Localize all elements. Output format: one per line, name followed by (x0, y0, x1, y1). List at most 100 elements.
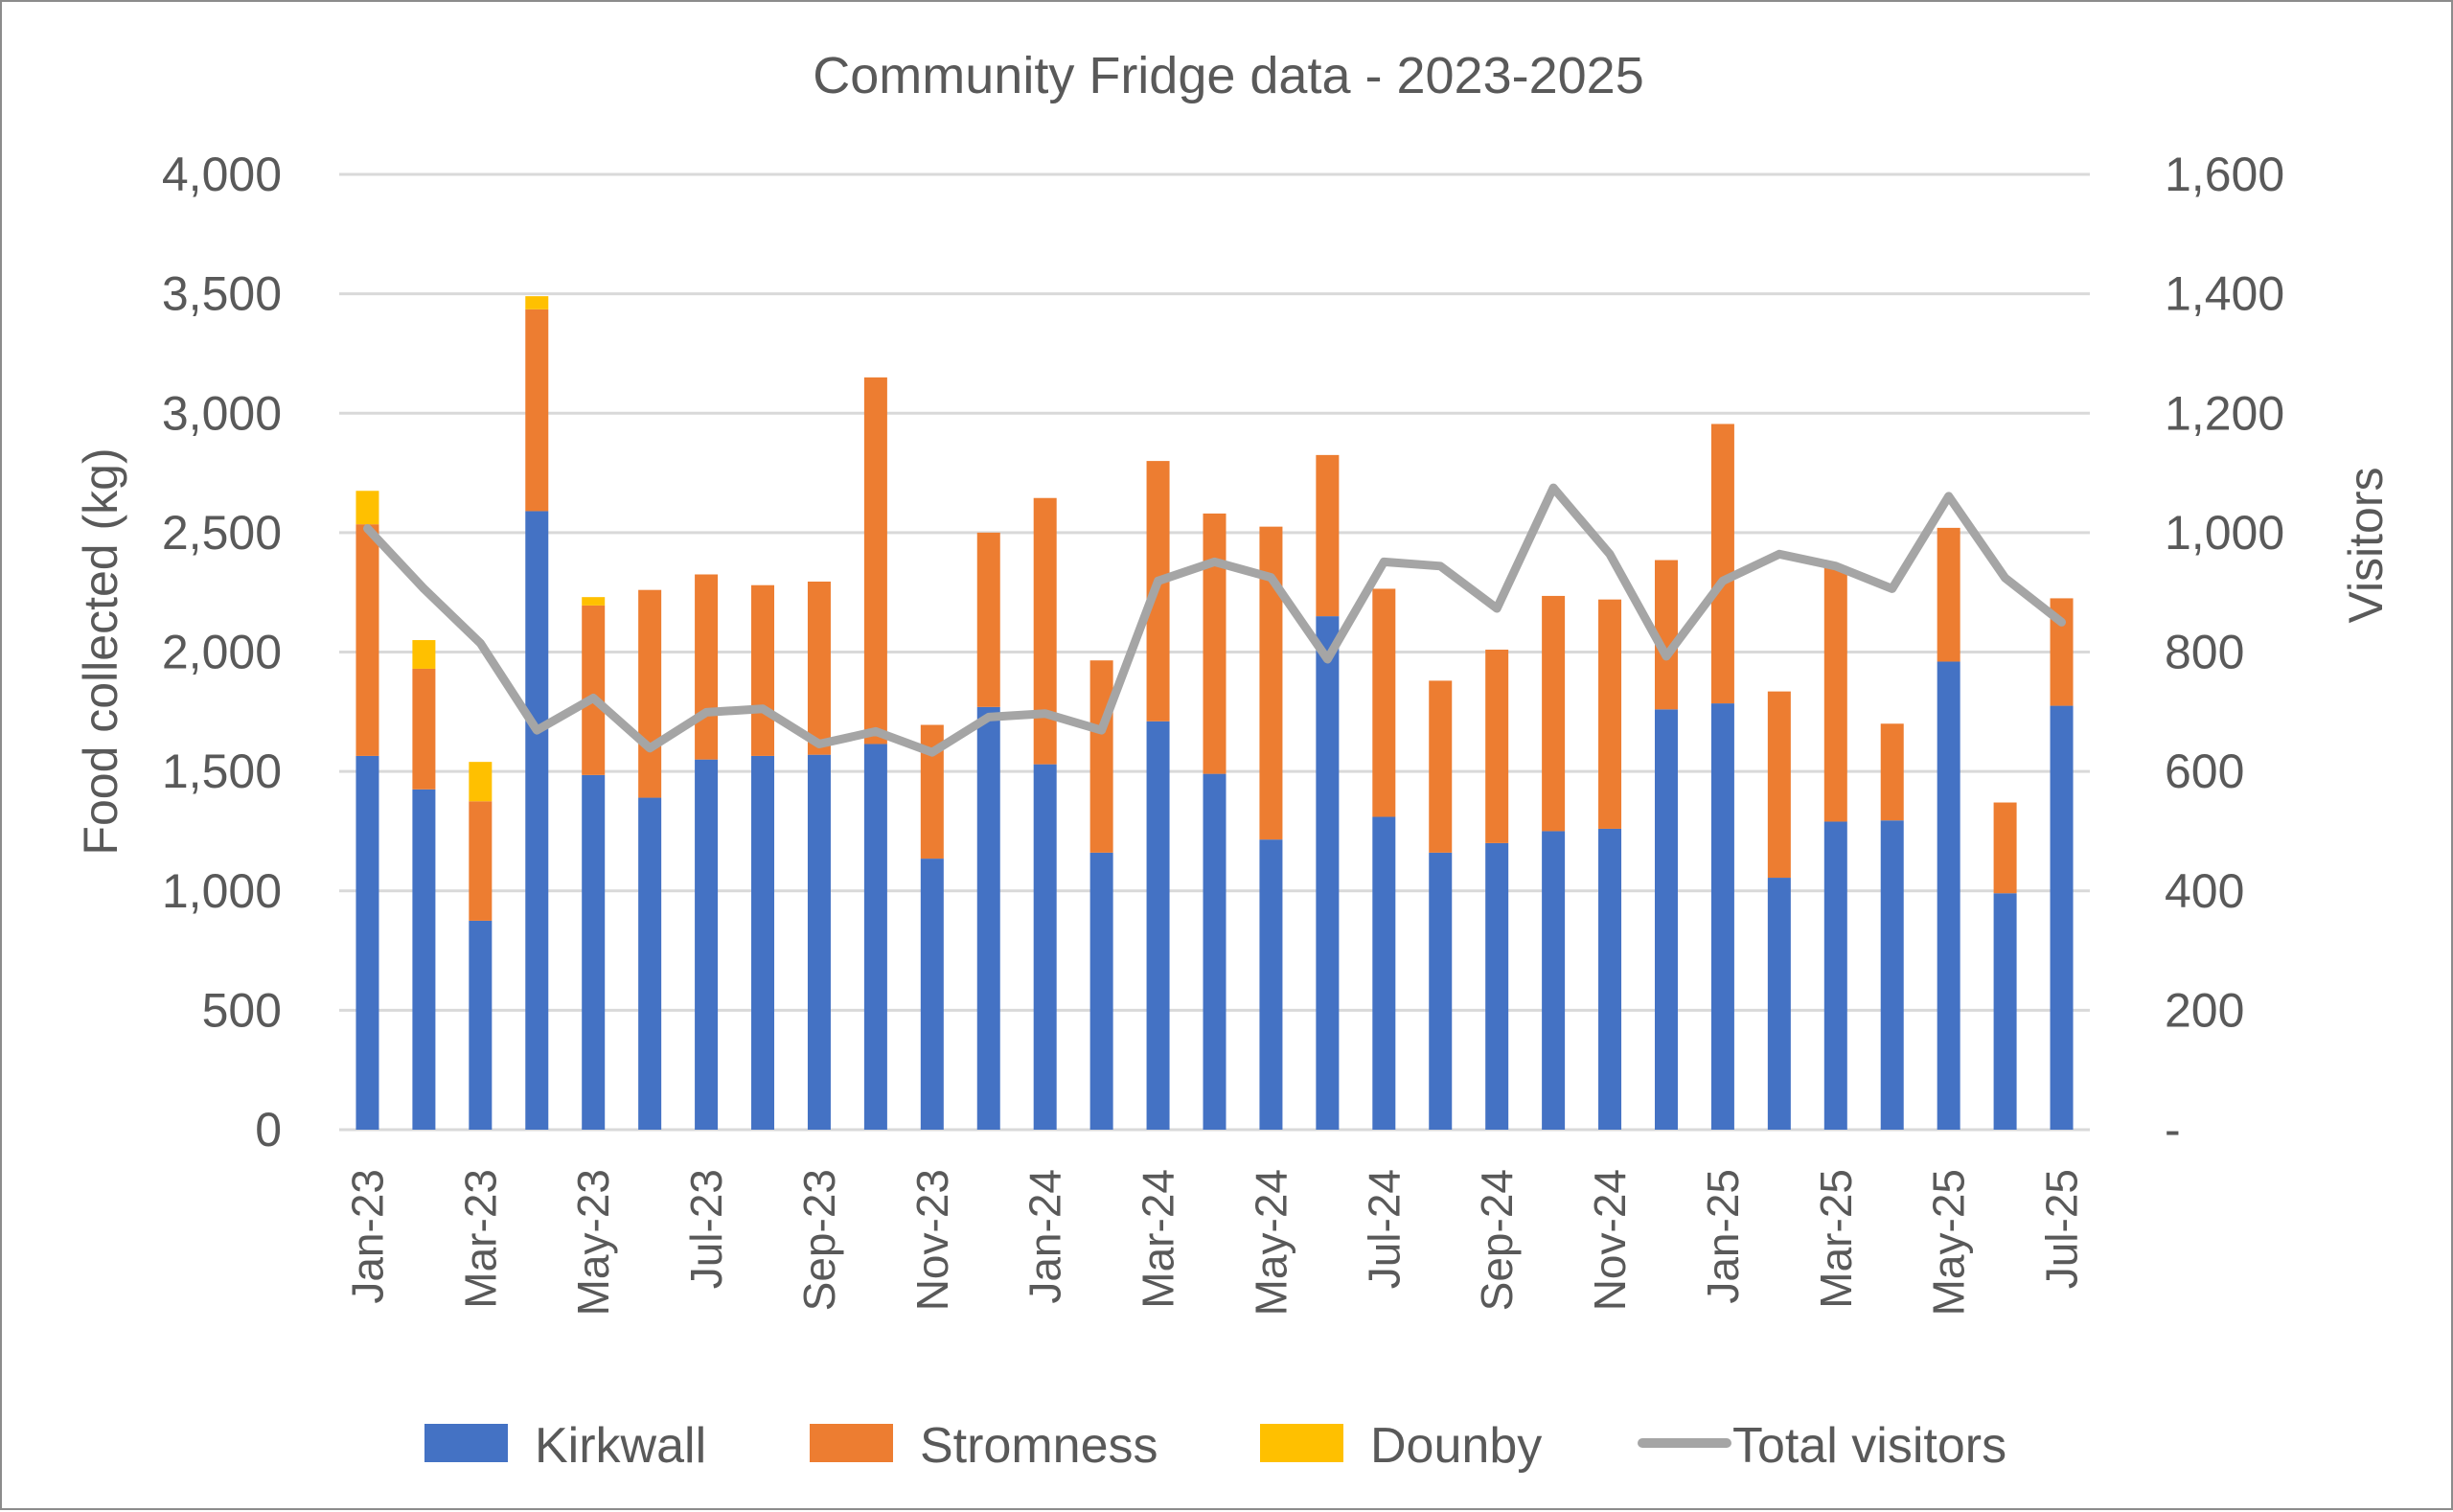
left-tick-label: 3,000 (162, 386, 282, 440)
left-tick-label: 1,000 (162, 864, 282, 918)
bar-kirkwall-mar-23 (469, 921, 492, 1130)
bar-kirkwall-feb-25 (1768, 878, 1791, 1130)
bar-stromness-may-25 (1937, 528, 1960, 662)
right-tick-label: 600 (2165, 745, 2244, 798)
bar-kirkwall-aug-24 (1429, 853, 1452, 1130)
legend-label-kirkwall: Kirkwall (535, 1418, 706, 1474)
right-tick-label: - (2165, 1103, 2181, 1157)
bar-stromness-jan-25 (1711, 424, 1734, 703)
right-tick-label: 400 (2165, 864, 2244, 918)
bar-stromness-aug-24 (1429, 680, 1452, 852)
left-axis-title: Food collected (kg) (74, 447, 127, 855)
bar-kirkwall-mar-25 (1824, 821, 1847, 1130)
bar-kirkwall-aug-23 (751, 756, 774, 1130)
bar-kirkwall-may-24 (1259, 839, 1282, 1130)
bar-kirkwall-nov-24 (1598, 829, 1621, 1130)
bar-dounby-may-23 (582, 597, 605, 606)
left-tick-label: 1,500 (162, 745, 282, 798)
bar-stromness-jun-24 (1316, 455, 1339, 616)
bar-dounby-apr-23 (525, 296, 548, 309)
bar-kirkwall-jun-23 (638, 798, 661, 1130)
right-tick-label: 800 (2165, 626, 2244, 679)
bar-kirkwall-oct-24 (1542, 831, 1565, 1130)
bar-stromness-jan-23 (355, 524, 378, 756)
legend-label-stromness: Stromness (920, 1418, 1158, 1474)
x-tick-label: Mar-25 (1811, 1169, 1861, 1309)
bar-dounby-jan-23 (355, 491, 378, 524)
bar-dounby-feb-23 (412, 640, 435, 669)
legend-label-total-visitors: Total visitors (1732, 1418, 2006, 1474)
right-tick-label: 1,200 (2165, 386, 2284, 440)
bar-kirkwall-apr-25 (1881, 820, 1904, 1130)
bar-stromness-jul-23 (695, 574, 718, 759)
bar-dounby-mar-23 (469, 762, 492, 801)
x-tick-label: Jan-25 (1698, 1169, 1748, 1304)
bar-stromness-nov-24 (1598, 600, 1621, 829)
x-tick-label: May-24 (1246, 1169, 1295, 1316)
legend-swatch-stromness (810, 1424, 893, 1462)
left-tick-label: 0 (255, 1103, 282, 1157)
bar-kirkwall-sep-24 (1485, 843, 1508, 1130)
bar-stromness-mar-23 (469, 801, 492, 921)
left-tick-label: 3,500 (162, 267, 282, 321)
left-tick-label: 4,000 (162, 148, 282, 201)
bar-stromness-jun-23 (638, 590, 661, 798)
right-tick-label: 200 (2165, 983, 2244, 1037)
bar-kirkwall-jul-23 (695, 760, 718, 1130)
bar-kirkwall-jun-25 (1994, 893, 2017, 1130)
bar-kirkwall-jul-25 (2051, 706, 2074, 1130)
bar-stromness-apr-25 (1881, 723, 1904, 820)
bar-kirkwall-jan-24 (1034, 765, 1057, 1130)
legend-label-dounby: Dounby (1370, 1418, 1542, 1474)
bar-stromness-dec-23 (977, 533, 1000, 707)
bar-kirkwall-jul-24 (1372, 816, 1395, 1130)
x-tick-label: Jan-24 (1020, 1169, 1070, 1304)
bar-kirkwall-may-23 (582, 775, 605, 1130)
legend-swatch-kirkwall (424, 1424, 508, 1462)
bar-stromness-jul-24 (1372, 588, 1395, 816)
bar-stromness-oct-23 (864, 378, 887, 745)
right-axis-title: Visitors (2339, 467, 2393, 623)
bar-kirkwall-feb-24 (1090, 853, 1113, 1130)
bar-kirkwall-may-25 (1937, 661, 1960, 1130)
bar-kirkwall-mar-24 (1147, 722, 1170, 1130)
x-tick-label: Sep-24 (1472, 1169, 1522, 1311)
x-tick-label: Nov-24 (1585, 1169, 1635, 1311)
x-tick-label: Jul-24 (1359, 1169, 1409, 1289)
bar-stromness-mar-25 (1824, 566, 1847, 822)
x-tick-label: Jul-25 (2037, 1169, 2087, 1289)
legend-swatch-dounby (1260, 1424, 1343, 1462)
bar-kirkwall-jun-24 (1316, 616, 1339, 1130)
bar-stromness-sep-23 (808, 582, 831, 755)
left-tick-label: 2,000 (162, 626, 282, 679)
x-tick-label: Nov-23 (907, 1169, 957, 1311)
bar-kirkwall-nov-23 (921, 859, 944, 1130)
bar-stromness-jun-25 (1994, 803, 2017, 894)
bar-kirkwall-sep-23 (808, 755, 831, 1130)
x-tick-label: Sep-23 (794, 1169, 844, 1311)
bar-stromness-may-23 (582, 606, 605, 775)
x-tick-label: Mar-23 (455, 1169, 505, 1309)
bar-kirkwall-jan-25 (1711, 703, 1734, 1130)
bar-kirkwall-oct-23 (864, 744, 887, 1130)
bar-kirkwall-dec-24 (1655, 709, 1678, 1130)
x-tick-label: Jul-23 (681, 1169, 731, 1289)
right-tick-label: 1,000 (2165, 506, 2284, 560)
bar-stromness-oct-24 (1542, 596, 1565, 832)
bar-kirkwall-apr-24 (1204, 774, 1226, 1130)
left-tick-label: 500 (202, 983, 282, 1037)
chart-title: Community Fridge data - 2023-2025 (813, 47, 1643, 104)
bar-kirkwall-feb-23 (412, 790, 435, 1130)
bar-stromness-apr-24 (1204, 514, 1226, 774)
bar-kirkwall-apr-23 (525, 511, 548, 1130)
right-tick-label: 1,400 (2165, 267, 2284, 321)
bar-kirkwall-dec-23 (977, 707, 1000, 1130)
legend: Kirkwall Stromness Dounby Total visitors (424, 1418, 2006, 1474)
x-tick-label: May-25 (1924, 1169, 1974, 1316)
x-tick-label: May-23 (568, 1169, 618, 1316)
